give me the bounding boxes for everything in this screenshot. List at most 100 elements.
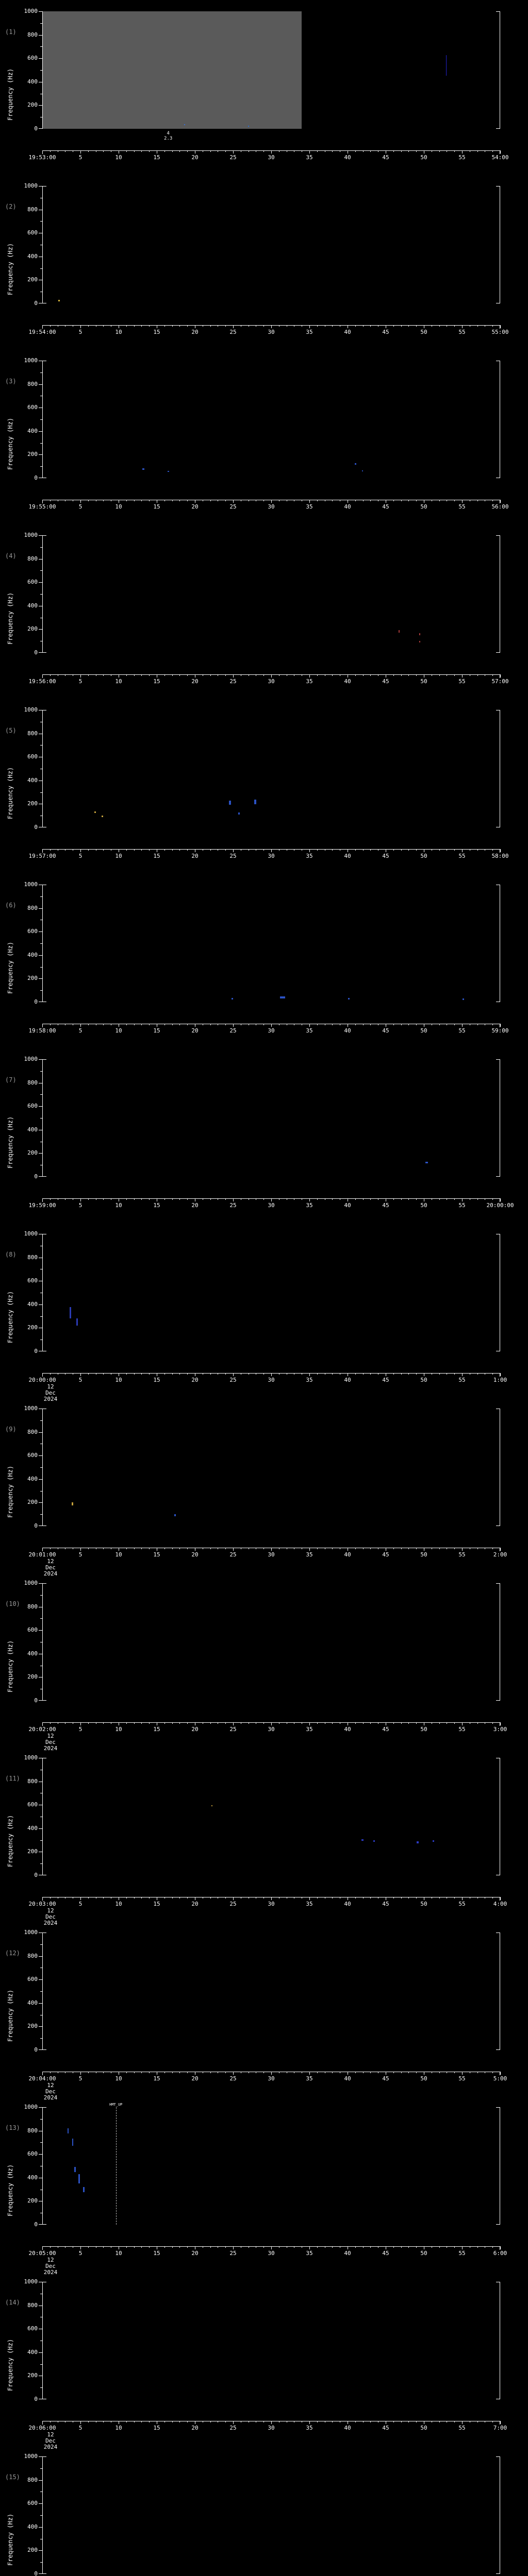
x-axis-tick bbox=[309, 674, 310, 677]
x-axis-tick-label: 15 bbox=[153, 329, 160, 335]
y-axis-tick-label: 1000 bbox=[24, 881, 38, 888]
y-axis-minor-tick bbox=[40, 1420, 42, 1421]
y-axis-tick-label: 800 bbox=[27, 2127, 38, 2134]
x-axis-tick bbox=[309, 325, 310, 328]
x-axis-tick-label: 45 bbox=[382, 2425, 389, 2431]
x-axis-minor-tick bbox=[126, 2421, 127, 2422]
x-axis-tick bbox=[42, 1722, 43, 1725]
x-axis-tick-label: 25 bbox=[229, 1551, 237, 1558]
x-axis-tick-label: 20 bbox=[191, 2250, 199, 2257]
x-axis-tick-label: 4:00 bbox=[493, 1901, 507, 1907]
x-axis-tick-label: 58:00 bbox=[491, 853, 509, 859]
y-axis-tick-label: 600 bbox=[27, 2150, 38, 2158]
x-axis-tick-label: 10 bbox=[115, 503, 122, 510]
x-axis-tick-label: 55 bbox=[458, 1027, 466, 1034]
y-axis-tick-label: 200 bbox=[27, 2547, 38, 2554]
x-axis-minor-tick bbox=[401, 2246, 402, 2248]
x-axis-minor-tick bbox=[88, 2246, 89, 2248]
x-axis-minor-tick bbox=[263, 1024, 265, 1025]
y-axis-minor-tick bbox=[40, 2468, 42, 2469]
x-axis-minor-tick bbox=[210, 2246, 211, 2248]
x-axis-tick-label: 10 bbox=[115, 1377, 122, 1383]
y-axis-tick-label: 600 bbox=[27, 229, 38, 236]
x-axis-tick bbox=[500, 1897, 501, 1900]
y-axis-minor-tick bbox=[40, 1071, 42, 1072]
panel-index-label: (7) bbox=[5, 1076, 16, 1083]
x-axis-tick-label: 45 bbox=[382, 1377, 389, 1383]
x-axis-tick-label: 35 bbox=[306, 1027, 313, 1034]
x-axis-tick bbox=[271, 500, 272, 503]
x-axis-tick-label: 10 bbox=[115, 2075, 122, 2082]
x-axis-tick-label: 40 bbox=[344, 1027, 351, 1034]
x-axis-minor-tick bbox=[187, 1722, 188, 1724]
y-axis-minor-tick bbox=[40, 1490, 42, 1492]
x-axis-minor-tick bbox=[408, 500, 409, 501]
x-axis-minor-tick bbox=[416, 674, 417, 676]
x-axis-minor-tick bbox=[187, 1024, 188, 1025]
x-axis-minor-tick bbox=[362, 674, 364, 676]
y-axis-tick-label: 0 bbox=[34, 824, 38, 831]
x-axis-minor-tick bbox=[393, 674, 394, 676]
x-axis-tick bbox=[80, 2421, 81, 2424]
x-axis-minor-tick bbox=[362, 325, 364, 327]
spectrogram-mark bbox=[94, 811, 96, 813]
x-axis-minor-tick bbox=[355, 1722, 356, 1724]
y-axis-minor-tick bbox=[40, 1467, 42, 1468]
y-axis-tick-label: 0 bbox=[34, 125, 38, 132]
y-axis-tick-label: 400 bbox=[27, 252, 38, 260]
spectrogram-panel: (8) Frequency (Hz) 0 200 400 600 800 1000 20:00:… bbox=[0, 1231, 528, 1409]
x-axis-minor-tick bbox=[477, 1897, 478, 1899]
x-axis-minor-tick bbox=[477, 2246, 478, 2248]
x-axis-tick-label: 59:00 bbox=[491, 1027, 509, 1034]
x-axis-minor-tick bbox=[408, 150, 409, 152]
x-axis-minor-tick bbox=[401, 2072, 402, 2073]
y-axis-minor-tick bbox=[40, 268, 42, 269]
y-axis-tick-label: 200 bbox=[27, 1149, 38, 1157]
y-axis-tick bbox=[39, 1455, 42, 1456]
y-axis-tick-label: 1000 bbox=[24, 2278, 38, 2285]
y-axis-tick bbox=[39, 186, 42, 187]
y-axis-cap bbox=[43, 2107, 46, 2108]
x-axis-tick-label: 5 bbox=[78, 1027, 82, 1034]
x-axis-minor-tick bbox=[50, 1722, 51, 1724]
x-axis-minor-tick bbox=[393, 1373, 394, 1375]
x-axis-minor-tick bbox=[477, 1198, 478, 1200]
x-axis-minor-tick bbox=[134, 849, 135, 851]
spectrogram-mark bbox=[433, 1840, 435, 1842]
spectrogram-mark bbox=[69, 1307, 71, 1318]
x-axis-tick bbox=[233, 2421, 234, 2424]
x-axis-tick-label: 50 bbox=[420, 154, 427, 161]
x-axis-tick-label: 20 bbox=[191, 1726, 199, 1733]
x-axis-minor-tick bbox=[134, 325, 135, 327]
x-axis-tick bbox=[271, 1722, 272, 1725]
x-axis-tick-label: 10 bbox=[115, 678, 122, 685]
x-axis-minor-tick bbox=[172, 2246, 173, 2248]
x-axis-tick bbox=[80, 150, 81, 154]
x-axis-minor-tick bbox=[210, 1373, 211, 1375]
y-axis-minor-tick bbox=[40, 70, 42, 71]
x-axis-minor-tick bbox=[126, 2246, 127, 2248]
x-axis-minor-tick bbox=[88, 674, 89, 676]
x-axis-tick-label: 55 bbox=[458, 2075, 466, 2082]
panel-index-label: (3) bbox=[5, 378, 16, 385]
x-axis-minor-tick bbox=[149, 325, 150, 327]
x-axis-tick bbox=[42, 500, 43, 503]
x-axis-minor-tick bbox=[187, 2072, 188, 2073]
x-axis-minor-tick bbox=[149, 150, 150, 152]
x-axis-minor-tick bbox=[88, 1024, 89, 1025]
x-axis-tick bbox=[309, 1024, 310, 1027]
x-axis-minor-tick bbox=[370, 2072, 371, 2073]
x-axis-minor-tick bbox=[317, 150, 318, 152]
x-axis-minor-tick bbox=[103, 2246, 104, 2248]
y-axis-cap bbox=[43, 186, 46, 187]
plot-area bbox=[42, 361, 500, 478]
y-axis-tick-label: 0 bbox=[34, 1173, 38, 1180]
x-axis-tick-label: 15 bbox=[153, 154, 160, 161]
x-axis-minor-tick bbox=[355, 1198, 356, 1200]
x-axis-minor-tick bbox=[126, 849, 127, 851]
right-axis-cap bbox=[496, 2049, 500, 2050]
x-axis-tick-label: 50 bbox=[420, 853, 427, 859]
y-axis-tick bbox=[39, 1153, 42, 1154]
panel-index-label: (10) bbox=[5, 1600, 20, 1607]
plot-area: HMT_UP bbox=[42, 2103, 500, 2225]
